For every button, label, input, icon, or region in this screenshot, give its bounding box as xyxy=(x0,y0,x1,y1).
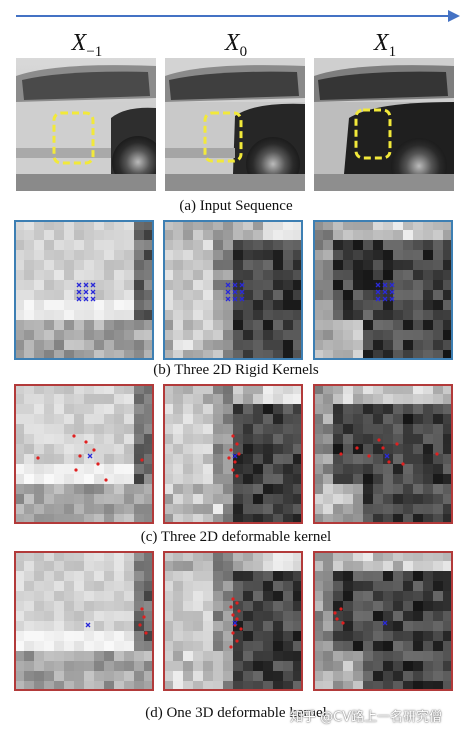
deformable-3d-panel-current xyxy=(163,551,303,691)
input-frame-current xyxy=(165,58,305,191)
frame-label-current: X0 xyxy=(224,30,248,60)
timeline-arrow xyxy=(16,15,450,17)
timeline-arrow-head xyxy=(448,10,460,22)
caption-rigid-kernels: (b) Three 2D Rigid Kernels xyxy=(153,362,319,378)
caption-input-sequence: (a) Input Sequence xyxy=(179,198,293,214)
rigid-kernel-panel-next xyxy=(313,220,453,360)
caption-3d-deformable: (d) One 3D deformable kernel xyxy=(145,705,327,721)
deformable-2d-panel-current xyxy=(163,384,303,524)
input-frame-next xyxy=(314,58,454,191)
deformable-2d-panel-prev xyxy=(14,384,154,524)
watermark: 知乎 @CV路上一名研究僧 xyxy=(290,710,443,725)
rigid-kernel-panel-prev xyxy=(14,220,154,360)
caption-2d-deformable: (c) Three 2D deformable kernel xyxy=(140,529,332,545)
frame-label-prev: X−1 xyxy=(71,30,103,60)
deformable-2d-panel-next xyxy=(313,384,453,524)
frame-label-next: X1 xyxy=(373,30,397,60)
deformable-3d-panel-prev xyxy=(14,551,154,691)
rigid-kernel-panel-current xyxy=(163,220,303,360)
deformable-3d-panel-next xyxy=(313,551,453,691)
input-frame-prev xyxy=(16,58,156,191)
